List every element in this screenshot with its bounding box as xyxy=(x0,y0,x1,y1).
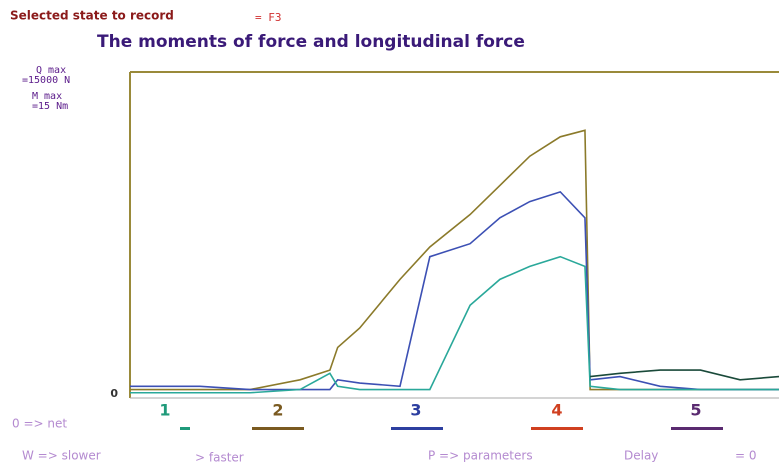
chart-title: The moments of force and longitudinal fo… xyxy=(97,32,525,52)
series-line xyxy=(130,255,779,394)
y-tick-label: 0 xyxy=(110,387,118,400)
channel-swatch xyxy=(531,427,583,430)
m-max-value: =15 Nm xyxy=(32,101,68,112)
q-max-value: =15000 N xyxy=(22,75,70,86)
footer-faster: > faster xyxy=(195,451,244,465)
channel-label: 5 xyxy=(690,401,701,420)
footer-delay: Delay xyxy=(624,449,658,463)
channel-swatch xyxy=(391,427,443,430)
series-line xyxy=(590,369,779,381)
footer-delay-value: = 0 xyxy=(735,449,757,463)
footer-net: 0 => net xyxy=(12,417,67,431)
footer-slower: W => slower xyxy=(22,449,101,463)
series-line xyxy=(130,190,779,391)
state-key: = F3 xyxy=(255,11,282,24)
channel-swatch xyxy=(180,427,190,430)
channel-label: 3 xyxy=(410,401,421,420)
m-max-label: M max xyxy=(32,91,62,102)
channel-label: 1 xyxy=(159,401,170,420)
channel-label: 2 xyxy=(272,401,283,420)
state-label: Selected state to record xyxy=(10,9,174,23)
q-max-label: Q max xyxy=(36,65,66,76)
channel-label: 4 xyxy=(551,401,562,420)
channel-swatch xyxy=(252,427,304,430)
series-line xyxy=(130,129,779,391)
channel-swatch xyxy=(671,427,723,430)
footer-parameters: P => parameters xyxy=(428,449,533,463)
